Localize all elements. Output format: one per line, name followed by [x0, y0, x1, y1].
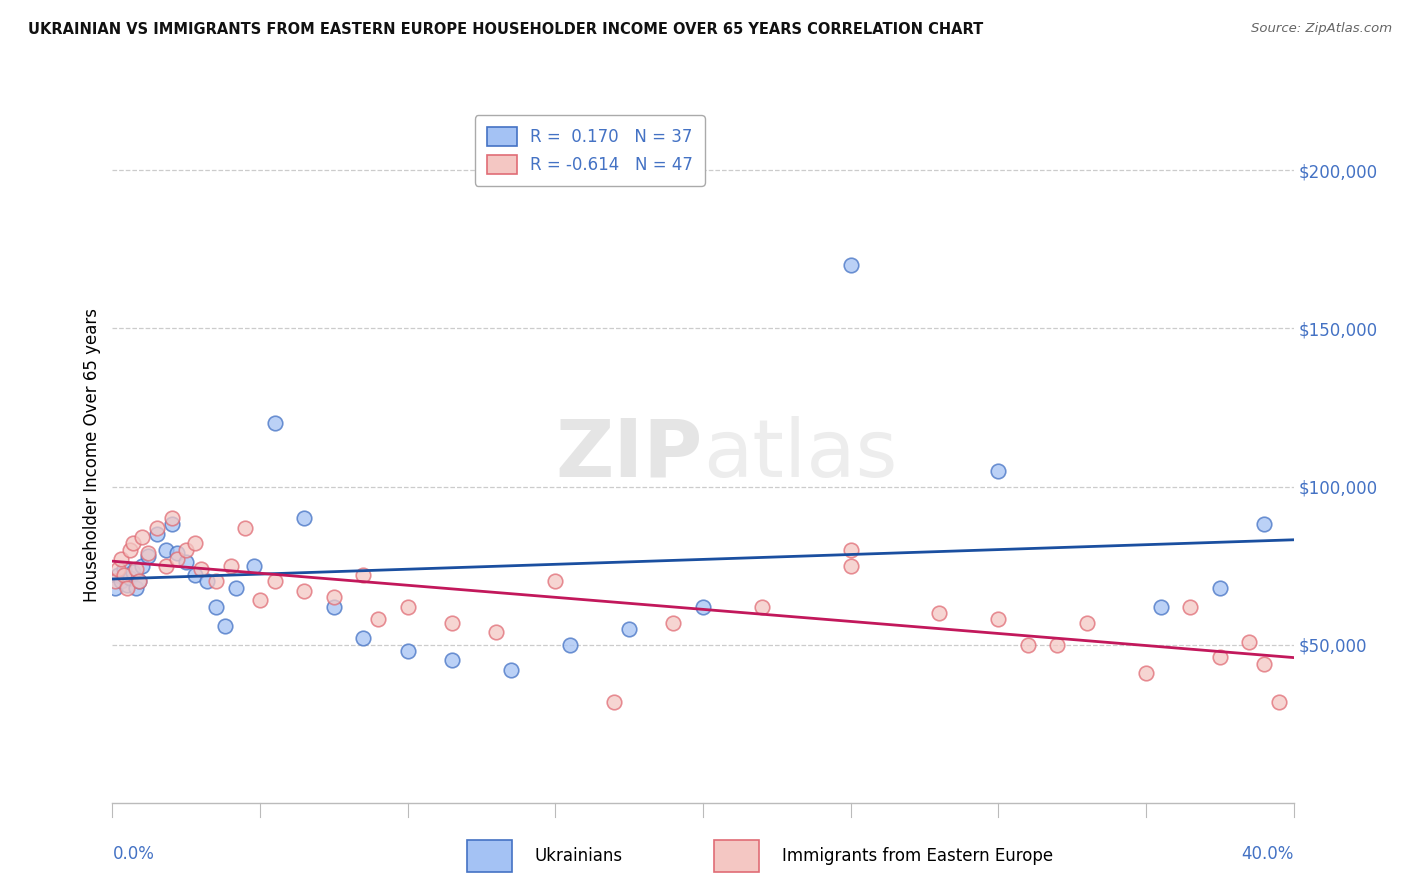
- Legend: R =  0.170   N = 37, R = -0.614   N = 47: R = 0.170 N = 37, R = -0.614 N = 47: [475, 115, 704, 186]
- Point: [396, 599, 419, 614]
- Point: [1046, 638, 1069, 652]
- Point: [117, 581, 138, 595]
- Point: [1135, 666, 1157, 681]
- Text: Ukrainians: Ukrainians: [534, 847, 623, 865]
- Point: [136, 549, 159, 563]
- Text: 0.0%: 0.0%: [112, 845, 155, 863]
- Point: [136, 546, 159, 560]
- Point: [174, 542, 197, 557]
- Point: [1178, 599, 1201, 614]
- Point: [352, 568, 374, 582]
- Point: [107, 562, 129, 576]
- Point: [125, 581, 148, 595]
- Point: [485, 625, 508, 640]
- Point: [166, 546, 188, 560]
- Point: [225, 581, 247, 595]
- Point: [205, 574, 228, 589]
- Point: [264, 574, 287, 589]
- Text: 40.0%: 40.0%: [1241, 845, 1294, 863]
- Point: [160, 511, 183, 525]
- Point: [243, 558, 266, 573]
- Point: [662, 615, 685, 630]
- Point: [104, 574, 127, 589]
- Point: [544, 574, 567, 589]
- Point: [619, 622, 641, 636]
- Point: [174, 556, 197, 570]
- Point: [839, 542, 862, 557]
- Point: [367, 612, 389, 626]
- Point: [110, 574, 132, 589]
- Text: UKRAINIAN VS IMMIGRANTS FROM EASTERN EUROPE HOUSEHOLDER INCOME OVER 65 YEARS COR: UKRAINIAN VS IMMIGRANTS FROM EASTERN EUR…: [28, 22, 983, 37]
- Text: Source: ZipAtlas.com: Source: ZipAtlas.com: [1251, 22, 1392, 36]
- Point: [122, 565, 145, 579]
- Point: [155, 542, 177, 557]
- Point: [1017, 638, 1039, 652]
- Point: [1253, 517, 1275, 532]
- FancyBboxPatch shape: [714, 840, 759, 872]
- Point: [751, 599, 773, 614]
- Point: [184, 568, 207, 582]
- Point: [195, 574, 218, 589]
- Point: [166, 552, 188, 566]
- Point: [112, 568, 135, 582]
- Point: [160, 517, 183, 532]
- Point: [110, 552, 132, 566]
- Point: [928, 606, 950, 620]
- Point: [205, 599, 228, 614]
- Point: [190, 562, 212, 576]
- Point: [128, 574, 150, 589]
- Point: [323, 599, 346, 614]
- Point: [249, 593, 271, 607]
- Point: [839, 558, 862, 573]
- Point: [292, 511, 315, 525]
- Text: Immigrants from Eastern Europe: Immigrants from Eastern Europe: [782, 847, 1053, 865]
- Point: [292, 583, 315, 598]
- Point: [501, 663, 523, 677]
- Point: [104, 581, 127, 595]
- Point: [146, 521, 169, 535]
- Point: [214, 618, 236, 632]
- Point: [1268, 695, 1291, 709]
- Point: [117, 577, 138, 591]
- Point: [184, 536, 207, 550]
- Point: [122, 536, 145, 550]
- Point: [219, 558, 242, 573]
- Point: [155, 558, 177, 573]
- Point: [558, 638, 582, 652]
- Point: [233, 521, 256, 535]
- Point: [987, 612, 1010, 626]
- Point: [396, 644, 419, 658]
- Point: [120, 571, 142, 585]
- Point: [1076, 615, 1098, 630]
- Point: [107, 568, 129, 582]
- Point: [839, 258, 862, 272]
- Point: [352, 632, 374, 646]
- Point: [441, 615, 464, 630]
- Point: [112, 562, 135, 576]
- Text: ZIP: ZIP: [555, 416, 703, 494]
- FancyBboxPatch shape: [467, 840, 512, 872]
- Point: [1208, 581, 1232, 595]
- Point: [323, 591, 346, 605]
- Point: [264, 417, 287, 431]
- Point: [1208, 650, 1232, 665]
- Point: [128, 574, 150, 589]
- Point: [131, 558, 153, 573]
- Point: [120, 542, 142, 557]
- Point: [1253, 657, 1275, 671]
- Point: [125, 562, 148, 576]
- Point: [441, 653, 464, 667]
- Point: [1150, 599, 1173, 614]
- Point: [131, 530, 153, 544]
- Point: [1239, 634, 1261, 648]
- Point: [692, 599, 714, 614]
- Point: [603, 695, 626, 709]
- Text: atlas: atlas: [703, 416, 897, 494]
- Point: [146, 527, 169, 541]
- Point: [987, 464, 1010, 478]
- Y-axis label: Householder Income Over 65 years: Householder Income Over 65 years: [83, 308, 101, 602]
